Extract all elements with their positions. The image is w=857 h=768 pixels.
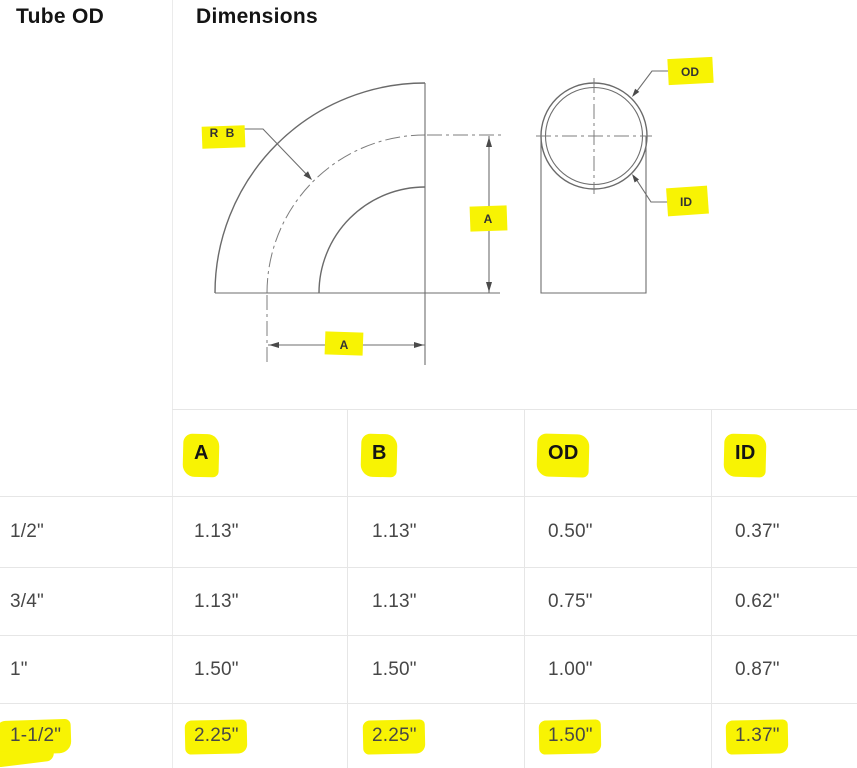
column-header-b: B [372, 441, 387, 464]
tube-od-header: Tube OD [16, 5, 105, 28]
header-cell-od: OD [524, 409, 711, 496]
id-label: ID [680, 195, 692, 209]
cell-tube-od: 1-1/2" [0, 704, 172, 768]
radius-label: R B [210, 126, 237, 140]
dim-arrow-right [414, 342, 424, 348]
id-leader-line [633, 175, 668, 203]
column-header-a: A [194, 441, 209, 464]
dim-a-vertical-label: A [484, 212, 493, 226]
cell-a: 2.25" [172, 704, 347, 768]
a-value: 1.50" [194, 658, 239, 680]
dim-arrow-down [486, 282, 492, 292]
cell-tube-od: 1" [0, 636, 172, 703]
cell-a: 1.13" [172, 497, 347, 567]
cell-od: 0.50" [524, 497, 711, 567]
dimension-a-horizontal: A [268, 331, 425, 356]
column-header-id: ID [735, 441, 756, 464]
radius-arrowhead [303, 171, 312, 180]
cell-od: 1.50" [524, 704, 711, 768]
dim-arrow-up [486, 137, 492, 147]
od-leader-line [633, 70, 668, 96]
elbow-front-view [214, 82, 503, 365]
cell-id: 0.62" [711, 568, 857, 635]
od-value: 0.75" [548, 590, 593, 612]
radius-leader-line [238, 128, 312, 180]
cell-od: 0.75" [524, 568, 711, 635]
header-cell-a: A [172, 409, 347, 496]
cell-b: 2.25" [347, 704, 524, 768]
b-value: 1.13" [372, 521, 417, 542]
header-cell-empty [0, 409, 172, 496]
a-value: 2.25" [194, 725, 239, 746]
id-value: 0.62" [735, 590, 780, 612]
cell-a: 1.50" [172, 636, 347, 703]
table-row: 3/4" 1.13" 1.13" 0.75" 0.62" [0, 567, 857, 635]
tube-od-value: 1" [10, 658, 28, 680]
od-value: 1.00" [548, 658, 593, 680]
table-header-row: A B OD ID [0, 409, 857, 496]
b-value: 1.13" [372, 590, 417, 612]
od-highlight [667, 56, 714, 86]
inner-arc [318, 186, 426, 294]
dim-a-horizontal-label: A [340, 338, 349, 352]
elbow-end-view [536, 78, 652, 294]
radius-callout: R B [201, 125, 312, 180]
table-row: 1" 1.50" 1.50" 1.00" 0.87" [0, 635, 857, 703]
od-label: OD [681, 65, 699, 79]
dimensions-table: A B OD ID 1/2" 1.13" 1.13" 0.50" 0.37" 3… [0, 409, 857, 768]
cell-b: 1.13" [347, 497, 524, 567]
id-value: 1.37" [735, 725, 780, 746]
tube-od-value: 3/4" [10, 590, 44, 612]
tube-body-outline [540, 136, 647, 294]
dim-a-horizontal-highlight [324, 331, 364, 356]
a-value: 1.13" [194, 590, 239, 612]
cell-id: 0.37" [711, 497, 857, 567]
header-cell-b: B [347, 409, 524, 496]
header-cell-id: ID [711, 409, 857, 496]
centerline-arc [266, 134, 426, 294]
cell-id: 0.87" [711, 636, 857, 703]
outer-arc [214, 82, 426, 294]
dimension-a-vertical: A [469, 136, 508, 293]
dimensions-header: Dimensions [196, 5, 319, 28]
dim-arrow-left [269, 342, 279, 348]
tube-od-value: 1/2" [10, 521, 44, 542]
id-highlight [666, 185, 709, 217]
cell-b: 1.50" [347, 636, 524, 703]
cell-tube-od: 3/4" [0, 568, 172, 635]
cell-a: 1.13" [172, 568, 347, 635]
id-value: 0.37" [735, 521, 780, 542]
od-callout: OD [632, 56, 714, 97]
column-header-od: OD [548, 441, 579, 464]
od-value: 1.50" [548, 725, 593, 746]
b-value: 2.25" [372, 725, 417, 746]
radius-highlight [201, 125, 246, 149]
od-arrowhead [632, 88, 640, 97]
cell-od: 1.00" [524, 636, 711, 703]
b-value: 1.50" [372, 658, 417, 680]
id-arrowhead [632, 174, 639, 183]
a-value: 1.13" [194, 521, 239, 542]
od-value: 0.50" [548, 521, 593, 542]
elbow-technical-drawing: R B A A OD ID [201, 56, 714, 365]
cell-id: 1.37" [711, 704, 857, 768]
id-callout: ID [632, 174, 709, 217]
cell-b: 1.13" [347, 568, 524, 635]
cell-tube-od: 1/2" [0, 497, 172, 567]
table-row-highlighted: 1-1/2" 2.25" 2.25" 1.50" 1.37" [0, 703, 857, 768]
tube-od-value: 1-1/2" [10, 725, 62, 746]
dim-a-vertical-highlight [469, 205, 508, 232]
column-divider [172, 0, 173, 768]
id-value: 0.87" [735, 658, 780, 680]
table-row: 1/2" 1.13" 1.13" 0.50" 0.37" [0, 496, 857, 567]
